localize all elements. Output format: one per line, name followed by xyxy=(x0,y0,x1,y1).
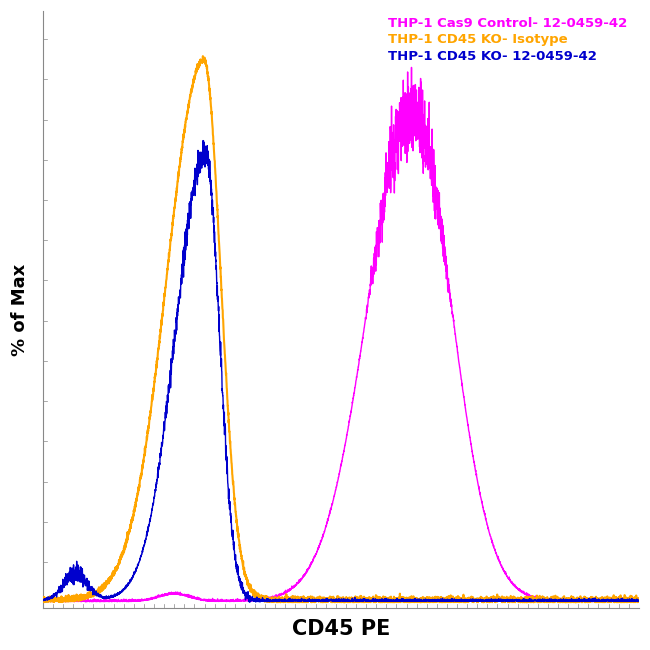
Legend: THP-1 Cas9 Control- 12-0459-42, THP-1 CD45 KO- Isotype, THP-1 CD45 KO- 12-0459-4: THP-1 Cas9 Control- 12-0459-42, THP-1 CD… xyxy=(382,12,632,68)
X-axis label: CD45 PE: CD45 PE xyxy=(292,619,390,639)
Y-axis label: % of Max: % of Max xyxy=(11,263,29,356)
